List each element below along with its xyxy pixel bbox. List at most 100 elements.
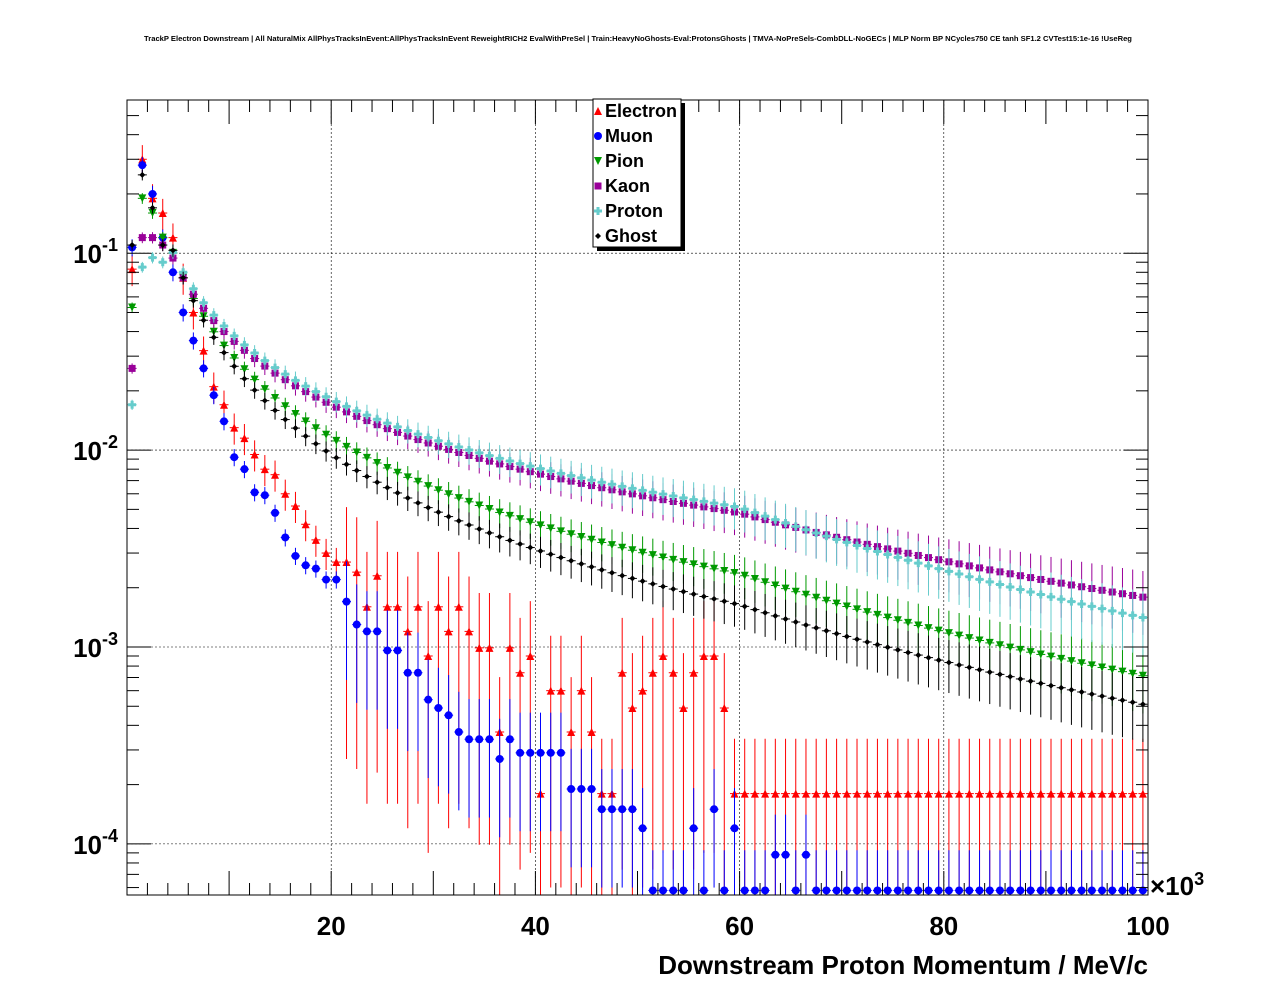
data-point	[598, 566, 605, 573]
data-point	[710, 499, 719, 508]
data-point	[721, 598, 728, 605]
data-point	[894, 646, 901, 653]
data-point	[772, 612, 779, 619]
data-point	[301, 382, 310, 391]
legend-marker-electron	[594, 107, 602, 115]
data-point	[434, 436, 443, 445]
data-point	[557, 554, 564, 561]
data-point	[466, 522, 473, 529]
y-tick-label: 10-3	[73, 629, 118, 663]
data-point	[995, 641, 1004, 650]
data-point	[607, 480, 616, 489]
data-point	[618, 668, 627, 677]
data-point	[659, 553, 668, 562]
data-point	[1016, 645, 1025, 654]
data-point	[1078, 688, 1085, 695]
data-point	[129, 242, 136, 249]
data-point	[577, 473, 586, 482]
data-point	[1017, 675, 1024, 682]
data-point	[454, 728, 463, 737]
data-point	[893, 886, 902, 895]
data-point	[863, 886, 872, 895]
data-point	[618, 543, 627, 552]
data-point	[638, 548, 647, 557]
data-point	[883, 789, 892, 798]
data-point	[670, 586, 677, 593]
data-point	[342, 402, 351, 411]
data-point	[547, 551, 554, 558]
data-point	[1128, 886, 1137, 895]
data-point	[985, 577, 994, 586]
data-point	[1119, 697, 1126, 704]
data-point	[241, 375, 248, 382]
data-point	[648, 551, 657, 560]
data-point	[352, 406, 361, 415]
data-point	[1057, 595, 1066, 604]
data-point	[475, 643, 484, 652]
data-point	[434, 486, 443, 495]
data-point	[444, 711, 453, 720]
data-point	[516, 748, 525, 757]
data-point	[884, 644, 891, 651]
legend-label-ghost: Ghost	[605, 226, 657, 246]
data-point	[904, 789, 913, 798]
data-point	[597, 478, 606, 487]
data-point	[148, 253, 157, 262]
data-point	[1087, 886, 1096, 895]
data-point	[475, 735, 484, 744]
data-point	[843, 633, 850, 640]
data-point	[291, 410, 300, 419]
data-point	[853, 605, 862, 614]
data-point	[761, 886, 770, 895]
data-point	[863, 608, 872, 617]
data-point	[260, 356, 269, 365]
data-point	[230, 453, 239, 462]
legend-marker-kaon	[594, 182, 602, 190]
data-point	[230, 331, 239, 340]
data-point	[546, 748, 555, 757]
data-point	[689, 560, 698, 569]
data-point	[271, 470, 280, 479]
data-point	[485, 505, 494, 514]
series-layer	[127, 145, 1148, 895]
data-point	[823, 627, 830, 634]
data-point	[301, 520, 310, 529]
data-point	[1099, 693, 1106, 700]
legend-label-proton: Proton	[605, 201, 663, 221]
data-point	[250, 450, 259, 459]
data-point	[485, 451, 494, 460]
data-point	[711, 595, 718, 602]
data-point	[362, 453, 371, 462]
data-point	[791, 522, 800, 531]
data-point	[750, 508, 759, 517]
data-point	[138, 263, 147, 272]
data-point	[944, 567, 953, 576]
data-point	[995, 886, 1004, 895]
data-point	[934, 564, 943, 573]
data-point	[505, 735, 514, 744]
data-point	[618, 482, 627, 491]
data-point	[1036, 590, 1045, 599]
data-point	[1118, 789, 1127, 798]
data-point	[352, 620, 361, 629]
data-point	[403, 473, 412, 482]
data-point	[914, 789, 923, 798]
data-point	[975, 789, 984, 798]
data-point	[813, 624, 820, 631]
data-point	[149, 234, 157, 242]
data-point	[741, 603, 748, 610]
page-title: TrackP Electron Downstream | All Natural…	[144, 34, 1132, 43]
data-point	[638, 824, 647, 833]
data-point	[526, 748, 535, 757]
data-point	[955, 631, 964, 640]
data-point	[587, 784, 596, 793]
data-point	[292, 425, 299, 432]
data-point	[873, 610, 882, 619]
data-point	[516, 668, 525, 677]
data-point	[863, 789, 872, 798]
data-point	[209, 382, 218, 391]
data-point	[904, 556, 913, 565]
data-point	[352, 568, 361, 577]
data-point	[393, 422, 402, 431]
data-point	[1057, 654, 1066, 663]
